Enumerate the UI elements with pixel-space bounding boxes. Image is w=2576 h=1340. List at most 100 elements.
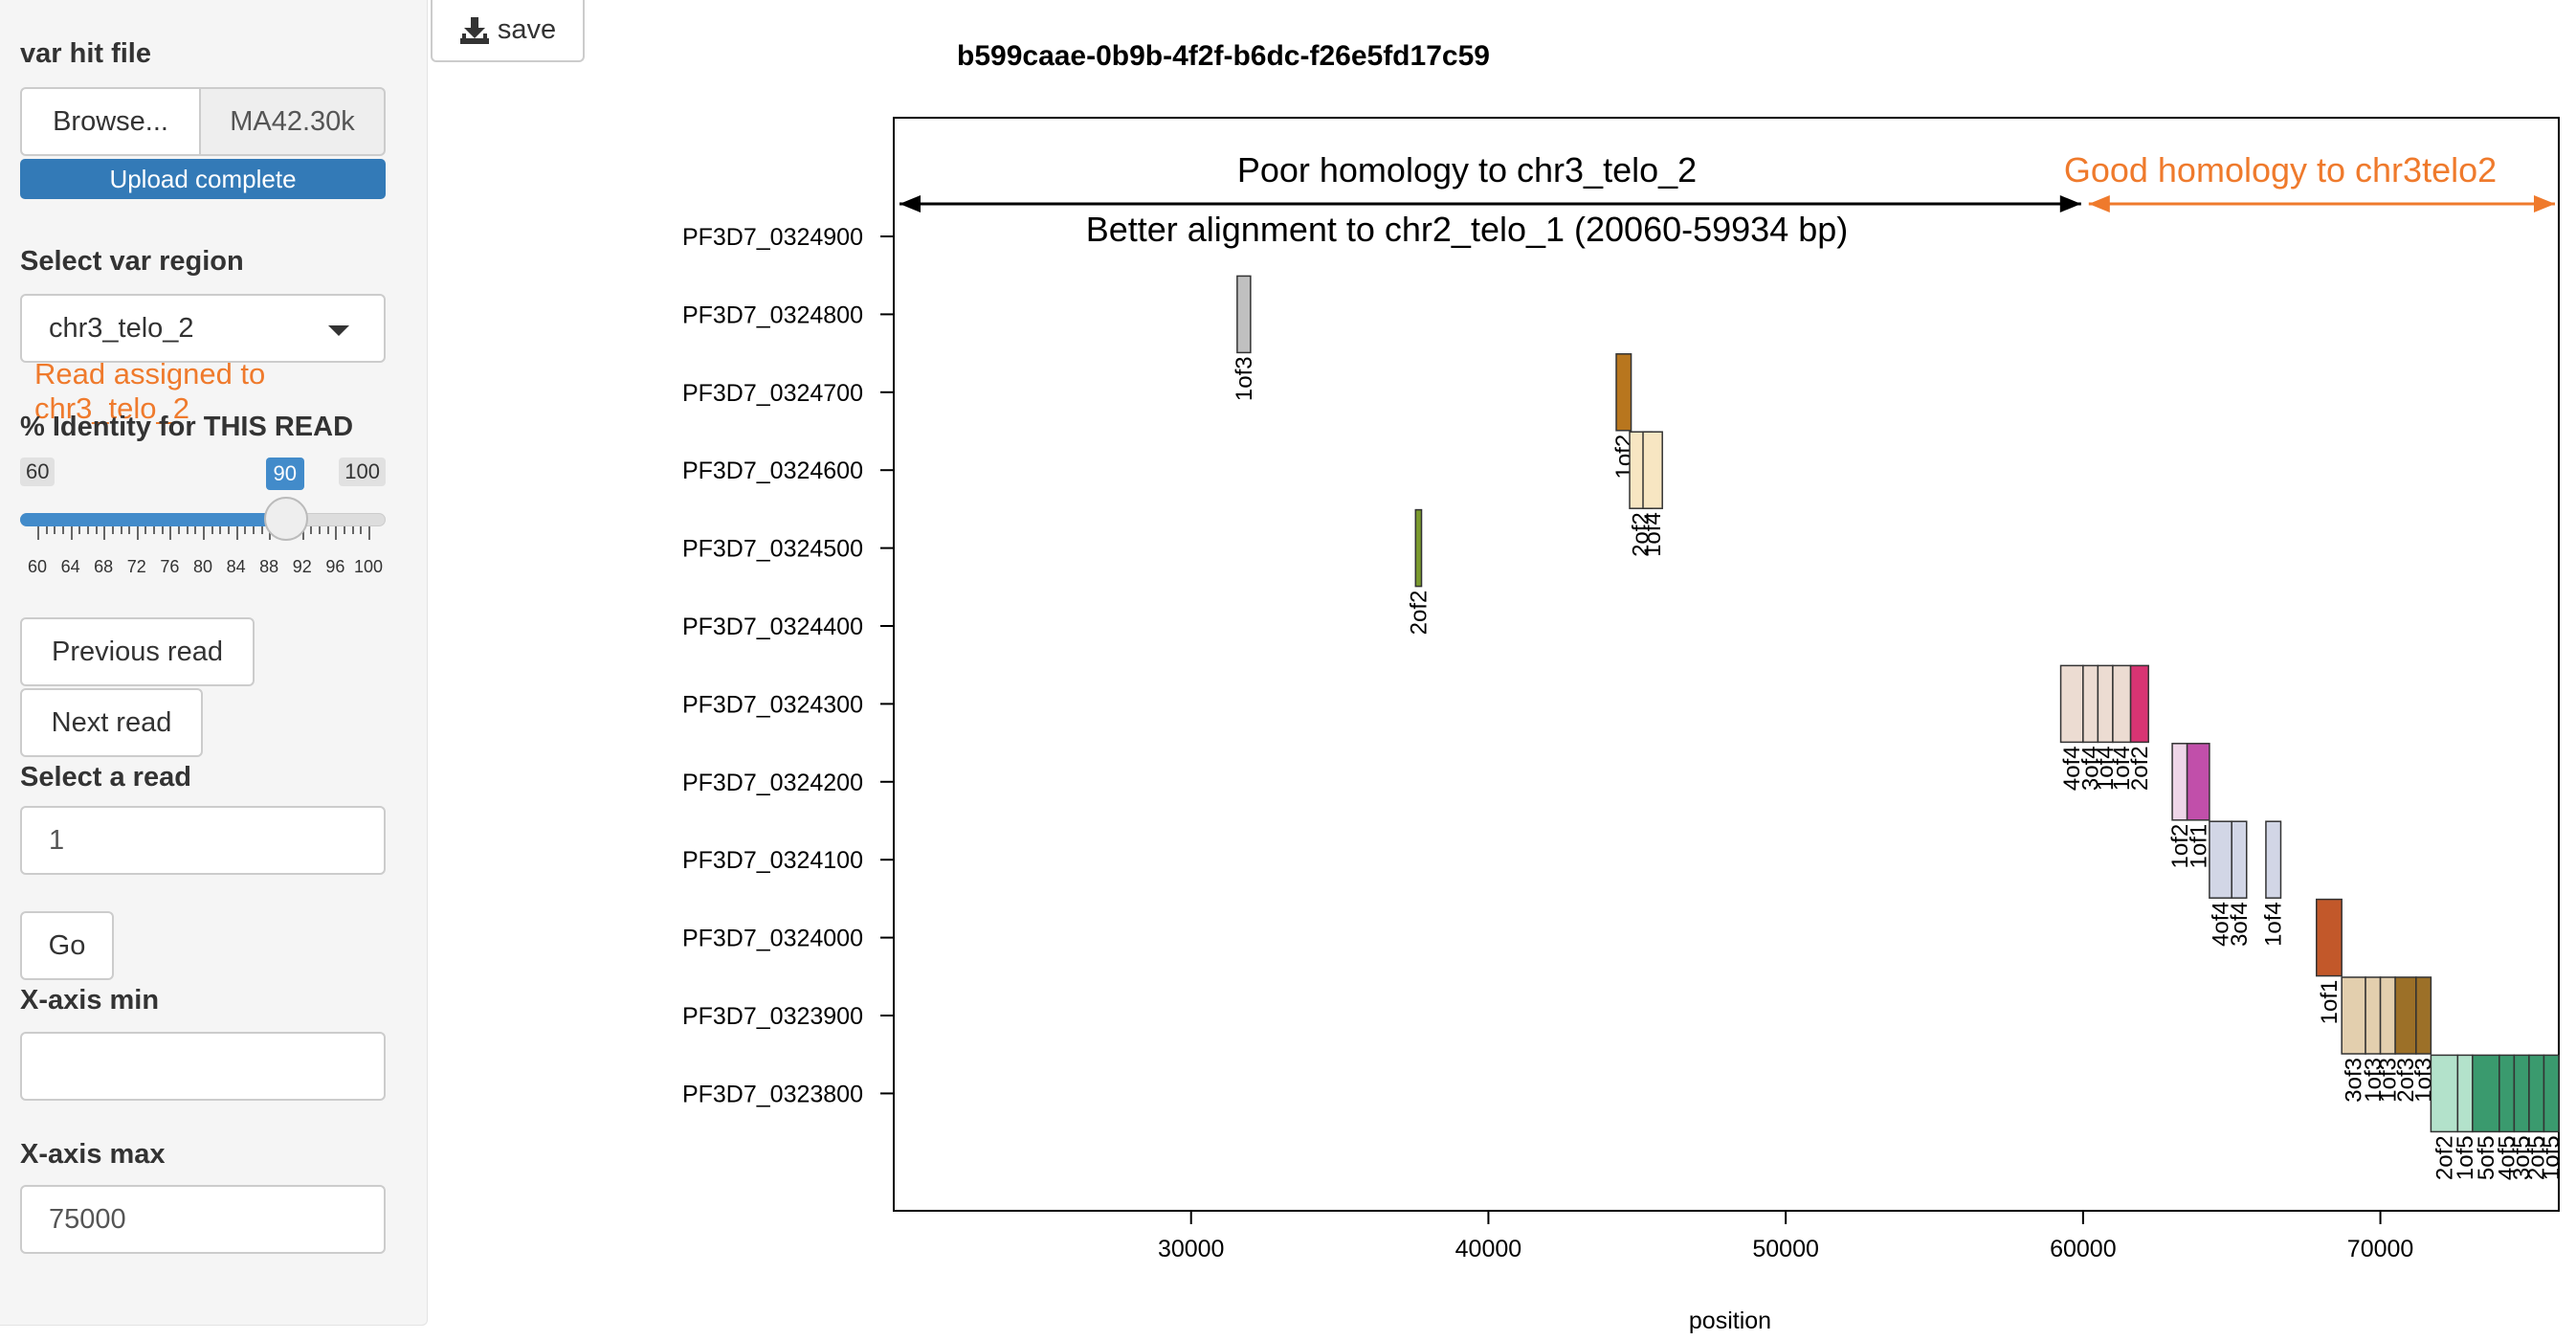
slider-tick bbox=[37, 526, 39, 540]
slider-tick bbox=[344, 526, 346, 534]
hit-bar bbox=[1236, 275, 1252, 354]
annotation-right: Good homology to chr3telo2 bbox=[2064, 150, 2497, 190]
region-select-value: chr3_telo_2 bbox=[49, 312, 194, 344]
hit-bar bbox=[2456, 1054, 2474, 1133]
slider-handle[interactable] bbox=[263, 497, 308, 541]
slider-tick bbox=[219, 526, 222, 534]
file-name-field: MA42.30k bbox=[199, 87, 386, 156]
slider-tick bbox=[326, 526, 329, 534]
next-read-button[interactable]: Next read bbox=[20, 688, 203, 757]
xmin-input[interactable] bbox=[20, 1032, 386, 1101]
hit-label: 1of3 bbox=[2411, 1058, 2437, 1103]
slider-tick-label: 100 bbox=[353, 557, 384, 576]
y-tick-label: PF3D7_0324700 bbox=[682, 380, 863, 407]
slider-tick-label: 92 bbox=[292, 557, 312, 576]
hit-label: 1of3 bbox=[2361, 1058, 2387, 1103]
hit-label: 2of2 bbox=[2432, 1135, 2457, 1180]
slider-tick-label: 72 bbox=[126, 557, 146, 576]
slider-tick bbox=[227, 526, 230, 534]
hit-label: 3of4 bbox=[2078, 746, 2104, 791]
annotation-left-bottom: Better alignment to chr2_telo_1 (20060-5… bbox=[1086, 210, 1849, 249]
hit-bar bbox=[1642, 431, 1663, 509]
slider-tick bbox=[78, 526, 81, 534]
slider-tick bbox=[169, 526, 172, 540]
upload-progress-bar: Upload complete bbox=[20, 159, 386, 199]
hit-label: 1of5 bbox=[2539, 1135, 2565, 1180]
slider-tick bbox=[203, 526, 205, 540]
hit-bar bbox=[2341, 976, 2366, 1055]
read-input[interactable]: 1 bbox=[20, 806, 386, 875]
hit-bar bbox=[2231, 820, 2248, 899]
slider-tick bbox=[111, 526, 114, 534]
x-tick-label: 70000 bbox=[2347, 1236, 2414, 1262]
hit-bar bbox=[2265, 820, 2282, 899]
y-tick-label: PF3D7_0324500 bbox=[682, 536, 863, 563]
xmax-input[interactable]: 75000 bbox=[20, 1185, 386, 1254]
hit-label: 2of3 bbox=[2393, 1058, 2419, 1103]
slider-tick bbox=[194, 526, 197, 534]
slider-tick-label: 76 bbox=[160, 557, 180, 576]
slider-tick bbox=[301, 526, 304, 540]
hit-bar bbox=[1629, 431, 1654, 509]
hit-bar bbox=[1414, 508, 1423, 588]
hit-label: 3of5 bbox=[2509, 1135, 2535, 1180]
slider-tick bbox=[61, 526, 64, 534]
x-tick-label: 30000 bbox=[1158, 1236, 1225, 1262]
hit-bar bbox=[2513, 1054, 2530, 1133]
hit-bar bbox=[2394, 976, 2417, 1055]
hit-label: 1of1 bbox=[2317, 980, 2343, 1025]
y-tick-label: PF3D7_0324900 bbox=[682, 224, 863, 251]
previous-read-button[interactable]: Previous read bbox=[20, 617, 255, 686]
slider-tick bbox=[252, 526, 255, 534]
hit-label: 3of3 bbox=[2342, 1058, 2367, 1103]
slider-tick bbox=[235, 526, 238, 540]
region-select[interactable]: chr3_telo_2 bbox=[20, 294, 386, 363]
hit-label: 4of4 bbox=[2059, 746, 2085, 791]
right-arrow-head bbox=[2088, 195, 2110, 212]
slider-tick bbox=[95, 526, 98, 534]
go-button[interactable]: Go bbox=[20, 911, 114, 980]
slider-tick bbox=[153, 526, 156, 534]
hit-label: 1of3 bbox=[2375, 1058, 2401, 1103]
slider-tick bbox=[260, 526, 263, 534]
slider-tick-label: 64 bbox=[60, 557, 80, 576]
hit-label: 1of2 bbox=[1611, 435, 1637, 480]
slider-tick bbox=[186, 526, 189, 534]
slider-tick bbox=[178, 526, 181, 534]
file-input[interactable]: Browse... MA42.30k bbox=[20, 87, 386, 156]
browse-button[interactable]: Browse... bbox=[20, 87, 201, 156]
slider-tick-label: 96 bbox=[325, 557, 345, 576]
slider-tick-label: 80 bbox=[192, 557, 213, 576]
y-tick-label: PF3D7_0324000 bbox=[682, 926, 863, 952]
x-tick-label: 60000 bbox=[2050, 1236, 2117, 1262]
save-button[interactable]: save bbox=[431, 0, 585, 62]
chevron-down-icon bbox=[328, 325, 349, 336]
slider-tick bbox=[244, 526, 247, 534]
hit-bar bbox=[2209, 820, 2232, 899]
slider-min-label: 60 bbox=[20, 458, 56, 486]
identity-label: % Identity for THIS READ bbox=[20, 412, 354, 442]
y-tick-label: PF3D7_0324300 bbox=[682, 691, 863, 718]
file-input-label: var hit file bbox=[20, 38, 151, 69]
hit-label: 4of4 bbox=[2209, 902, 2234, 947]
left-arrow-head bbox=[2059, 195, 2081, 212]
hit-label: 1of4 bbox=[1640, 512, 1666, 557]
hit-bar bbox=[1615, 353, 1632, 432]
hit-bar bbox=[2528, 1054, 2545, 1133]
hit-label: 1of4 bbox=[2261, 902, 2287, 947]
y-tick-label: PF3D7_0323800 bbox=[682, 1081, 863, 1107]
hit-label: 1of2 bbox=[2167, 824, 2193, 869]
hit-label: 1of5 bbox=[2453, 1135, 2478, 1180]
y-tick-label: PF3D7_0323900 bbox=[682, 1003, 863, 1030]
hit-bar bbox=[2365, 976, 2382, 1055]
slider-tick bbox=[319, 526, 322, 534]
slider-tick bbox=[103, 526, 106, 540]
slider-tick bbox=[128, 526, 131, 534]
y-tick-label: PF3D7_0324600 bbox=[682, 458, 863, 484]
hit-bar bbox=[2129, 664, 2149, 744]
hit-bar bbox=[2186, 743, 2210, 821]
identity-slider[interactable]: 60 100 90 60 64 68 72 76 80 84 88 92 96 100 bbox=[20, 450, 386, 584]
slider-tick bbox=[136, 526, 139, 540]
slider-tick bbox=[211, 526, 213, 534]
hit-bar bbox=[2112, 664, 2132, 744]
